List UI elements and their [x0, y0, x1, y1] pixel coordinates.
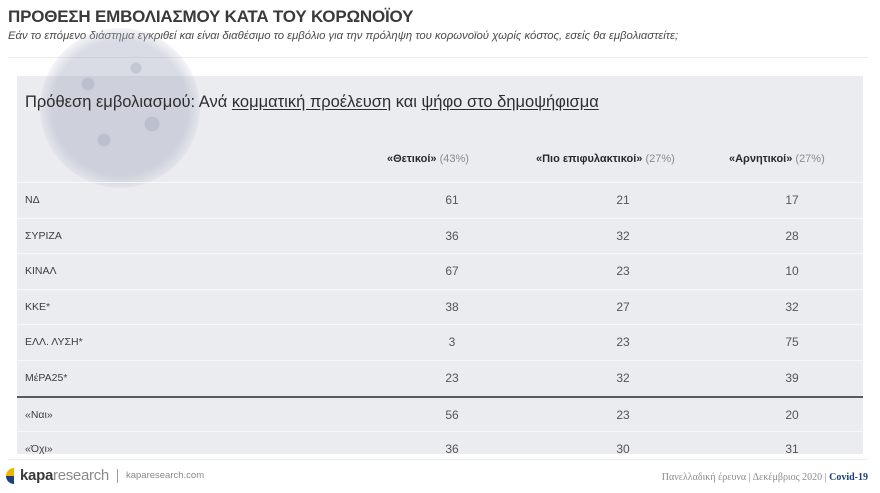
logo-bold: kapa [20, 467, 53, 484]
cell-positive: 36 [445, 442, 459, 457]
row-label: ΚΙΝΑΛ [25, 265, 57, 278]
survey-info-text: Πανελλαδική έρευνα | Δεκέμβριος 2020 | [661, 472, 830, 483]
table-panel-background [17, 76, 863, 454]
cell-negative: 31 [785, 442, 799, 457]
table-row: ΣΥΡΙΖΑ 36 32 28 [17, 217, 863, 254]
cell-positive: 67 [445, 264, 459, 279]
title-mid: και [391, 93, 422, 111]
cell-cautious: 21 [616, 193, 630, 207]
table-row: ΚΙΝΑΛ 67 23 10 [17, 253, 863, 289]
row-label: ΜέΡΑ25* [25, 371, 68, 384]
cell-positive: 61 [445, 193, 459, 207]
divider [116, 468, 118, 483]
coronavirus-watermark-icon [40, 28, 200, 188]
logo-light: research [53, 467, 109, 484]
column-label: «Αρνητικοί» [729, 153, 793, 165]
row-label: «Όχι» [25, 443, 53, 456]
title-prefix: Πρόθεση εμβολιασμού: Ανά [25, 93, 232, 111]
footer-branding: kaparesearch kaparesearch.com [6, 467, 204, 484]
column-pct: (27%) [795, 153, 825, 165]
cell-positive: 38 [445, 299, 459, 314]
table-row: ΝΔ 61 21 17 [17, 182, 863, 218]
row-label: ΝΔ [25, 194, 40, 206]
table-row: ΕΛΛ. ΛΥΣΗ* 3 23 75 [17, 324, 863, 360]
topic-label: Covid-19 [829, 472, 868, 483]
divider [8, 459, 868, 460]
cell-negative: 28 [785, 228, 799, 243]
cell-positive: 56 [445, 407, 459, 422]
cell-positive: 3 [448, 335, 456, 350]
row-label: «Ναι» [25, 408, 53, 421]
cell-negative: 17 [785, 193, 799, 207]
title-referendum-vote: ψήφο στο δημοψήφισμα [421, 93, 599, 111]
cell-negative: 75 [785, 335, 799, 350]
column-pct: (43%) [439, 153, 469, 165]
table-row: ΜέΡΑ25* 23 32 39 [17, 359, 863, 396]
table-title: Πρόθεση εμβολιασμού: Ανά κομματική προέλ… [25, 93, 599, 112]
cell-negative: 32 [785, 299, 799, 314]
row-label: ΣΥΡΙΖΑ [25, 229, 62, 242]
cell-cautious: 27 [616, 299, 630, 314]
table-row: «Όχι» 36 30 31 [17, 431, 863, 467]
cell-cautious: 32 [616, 228, 630, 243]
divider [8, 57, 868, 58]
column-label: «Πιο επιφυλακτικοί» [536, 153, 643, 165]
cell-negative: 20 [785, 407, 799, 422]
table-row: «Ναι» 56 23 20 [17, 395, 863, 432]
table-body: ΝΔ 61 21 17 ΣΥΡΙΖΑ 36 32 28 ΚΙΝΑΛ 67 23 … [17, 182, 863, 467]
cell-negative: 39 [785, 370, 799, 385]
cell-negative: 10 [785, 264, 799, 279]
table-row: ΚΚΕ* 38 27 32 [17, 288, 863, 325]
footer-survey-info: Πανελλαδική έρευνα | Δεκέμβριος 2020 | C… [662, 472, 868, 483]
title-party-origin: κομματική προέλευση [231, 93, 392, 111]
column-label: «Θετικοί» [387, 153, 437, 165]
cell-positive: 23 [445, 370, 459, 385]
cell-cautious: 23 [616, 264, 630, 279]
logo-wordmark: kaparesearch [20, 467, 109, 484]
slide-title: ΠΡΟΘΕΣΗ ΕΜΒΟΛΙΑΣΜΟΥ ΚΑΤΑ ΤΟΥ ΚΟΡΩΝΟΪΟΥ [8, 7, 414, 26]
column-pct: (27%) [645, 153, 675, 165]
column-header-cautious: «Πιο επιφυλακτικοί» (27%) [536, 153, 675, 165]
results-table: Πρόθεση εμβολιασμού: Ανά κομματική προέλ… [17, 76, 863, 456]
row-label: ΚΚΕ* [25, 300, 51, 313]
question-text: Εάν το επόμενο διάστημα εγκριθεί και είν… [8, 30, 679, 42]
kapa-logo-icon [6, 467, 14, 484]
row-label: ΕΛΛ. ΛΥΣΗ* [25, 336, 83, 349]
cell-cautious: 30 [616, 442, 630, 457]
cell-positive: 36 [445, 228, 459, 243]
column-header-positive: «Θετικοί» (43%) [387, 153, 469, 165]
column-header-negative: «Αρνητικοί» (27%) [729, 153, 825, 165]
cell-cautious: 32 [616, 370, 630, 385]
website-text: kaparesearch.com [125, 470, 205, 481]
cell-cautious: 23 [616, 335, 630, 350]
cell-cautious: 23 [616, 407, 630, 422]
